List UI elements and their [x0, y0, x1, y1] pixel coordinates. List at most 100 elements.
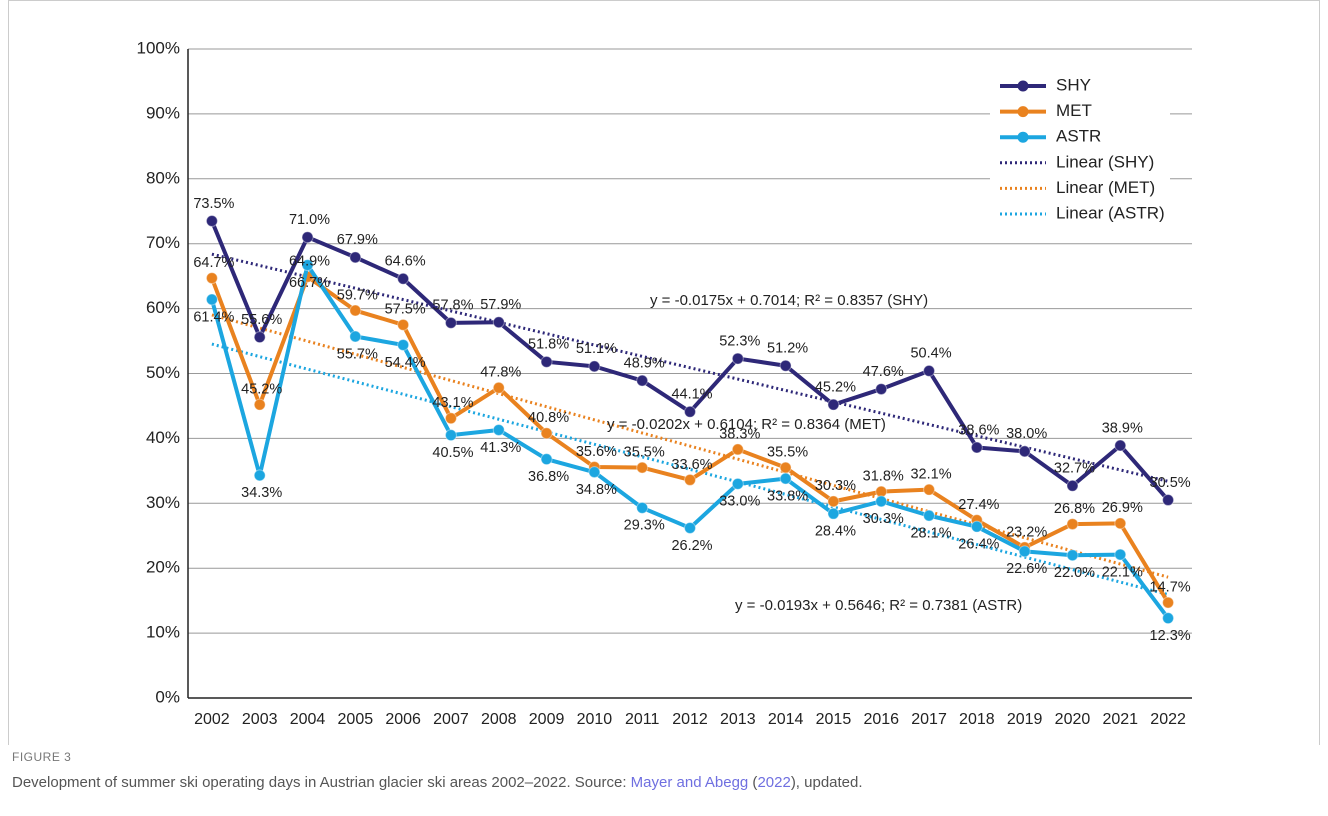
y-tick-label: 30%	[146, 493, 180, 512]
legend-label: SHY	[1056, 75, 1091, 94]
value-label: 57.8%	[432, 298, 473, 314]
value-label: 43.1%	[432, 395, 473, 411]
point	[779, 472, 792, 485]
value-label: 52.3%	[719, 333, 760, 349]
x-tick-label: 2011	[625, 711, 660, 728]
trend-equation: y = -0.0202x + 0.6104; R² = 0.8364 (MET)	[607, 416, 886, 433]
x-tick-label: 2005	[338, 711, 374, 728]
y-tick-label: 20%	[146, 558, 180, 577]
x-tick-label: 2018	[959, 711, 995, 728]
point	[349, 304, 362, 317]
legend-marker	[1017, 131, 1029, 143]
value-label: 36.8%	[528, 469, 569, 485]
point	[444, 316, 457, 329]
point	[540, 453, 553, 466]
point	[205, 214, 218, 227]
trend-equation: y = -0.0193x + 0.5646; R² = 0.7381 (ASTR…	[735, 597, 1022, 614]
point	[444, 412, 457, 425]
point	[779, 359, 792, 372]
point	[349, 251, 362, 264]
y-tick-label: 100%	[137, 38, 180, 57]
legend-label: Linear (MET)	[1056, 178, 1155, 197]
value-label: 55.6%	[241, 312, 282, 328]
value-label: 14.7%	[1150, 579, 1191, 595]
point	[253, 469, 266, 482]
value-label: 35.5%	[767, 444, 808, 460]
value-label: 28.1%	[910, 525, 951, 541]
value-label: 41.3%	[480, 440, 521, 456]
value-label: 34.8%	[576, 482, 617, 498]
value-label: 64.6%	[385, 254, 426, 270]
point	[731, 352, 744, 365]
y-tick-label: 80%	[146, 168, 180, 187]
point	[1018, 445, 1031, 458]
value-label: 55.7%	[337, 346, 378, 362]
value-label: 38.0%	[1006, 426, 1047, 442]
x-tick-label: 2008	[481, 711, 517, 728]
value-label: 66.7%	[289, 275, 330, 291]
value-label: 57.5%	[385, 302, 426, 318]
year-link[interactable]: 2022	[757, 774, 791, 791]
value-label: 22.0%	[1054, 565, 1095, 581]
author-link[interactable]: Mayer and Abegg	[630, 774, 749, 791]
value-label: 22.1%	[1102, 564, 1143, 580]
point	[205, 293, 218, 306]
point	[779, 461, 792, 474]
point	[970, 520, 983, 533]
value-label: 67.9%	[337, 232, 378, 248]
point	[1018, 545, 1031, 558]
value-label: 64.9%	[289, 254, 330, 270]
value-label: 38.3%	[719, 426, 760, 442]
figure-label: FIGURE 3	[12, 750, 72, 764]
legend-label: Linear (SHY)	[1056, 152, 1154, 171]
x-tick-label: 2004	[290, 711, 326, 728]
y-tick-label: 60%	[146, 298, 180, 317]
point	[875, 495, 888, 508]
value-label: 45.2%	[815, 379, 856, 395]
x-tick-label: 2015	[816, 711, 852, 728]
legend-marker	[1017, 80, 1029, 92]
y-tick-label: 70%	[146, 233, 180, 252]
value-label: 26.2%	[671, 538, 712, 554]
value-label: 34.3%	[241, 485, 282, 501]
value-label: 40.8%	[528, 410, 569, 426]
value-label: 30.3%	[863, 511, 904, 527]
value-label: 26.4%	[958, 536, 999, 552]
point	[444, 429, 457, 442]
trend-line	[211, 252, 1169, 483]
value-label: 57.9%	[480, 297, 521, 313]
value-label: 47.8%	[480, 365, 521, 381]
x-tick-label: 2014	[768, 711, 804, 728]
x-tick-label: 2019	[1007, 711, 1043, 728]
point	[397, 272, 410, 285]
caption-text: ), updated.	[790, 774, 863, 791]
value-label: 47.6%	[863, 364, 904, 380]
x-tick-label: 2007	[433, 711, 469, 728]
value-label: 48.9%	[624, 355, 665, 371]
legend-label: Linear (ASTR)	[1056, 203, 1165, 222]
value-label: 44.1%	[671, 387, 712, 403]
value-label: 61.4%	[193, 309, 234, 325]
x-tick-label: 2006	[385, 711, 421, 728]
value-label: 45.2%	[241, 381, 282, 397]
point	[1162, 612, 1175, 625]
point	[684, 405, 696, 418]
point	[253, 331, 266, 344]
value-label: 33.8%	[767, 488, 808, 504]
value-label: 27.4%	[958, 497, 999, 513]
caption-text: Development of summer ski operating days…	[12, 774, 631, 791]
x-tick-label: 2016	[863, 711, 899, 728]
point	[731, 477, 744, 490]
y-tick-label: 0%	[155, 687, 180, 706]
value-label: 50.4%	[910, 346, 951, 362]
value-label: 30.5%	[1150, 475, 1191, 491]
point	[636, 461, 649, 474]
value-label: 40.5%	[432, 445, 473, 461]
value-label: 38.9%	[1102, 420, 1143, 436]
value-label: 51.8%	[528, 337, 569, 353]
point	[301, 259, 314, 272]
caption: Development of summer ski operating days…	[12, 774, 863, 791]
trend-line	[211, 313, 1169, 579]
value-label: 22.6%	[1006, 561, 1047, 577]
value-label: 29.3%	[624, 518, 665, 534]
